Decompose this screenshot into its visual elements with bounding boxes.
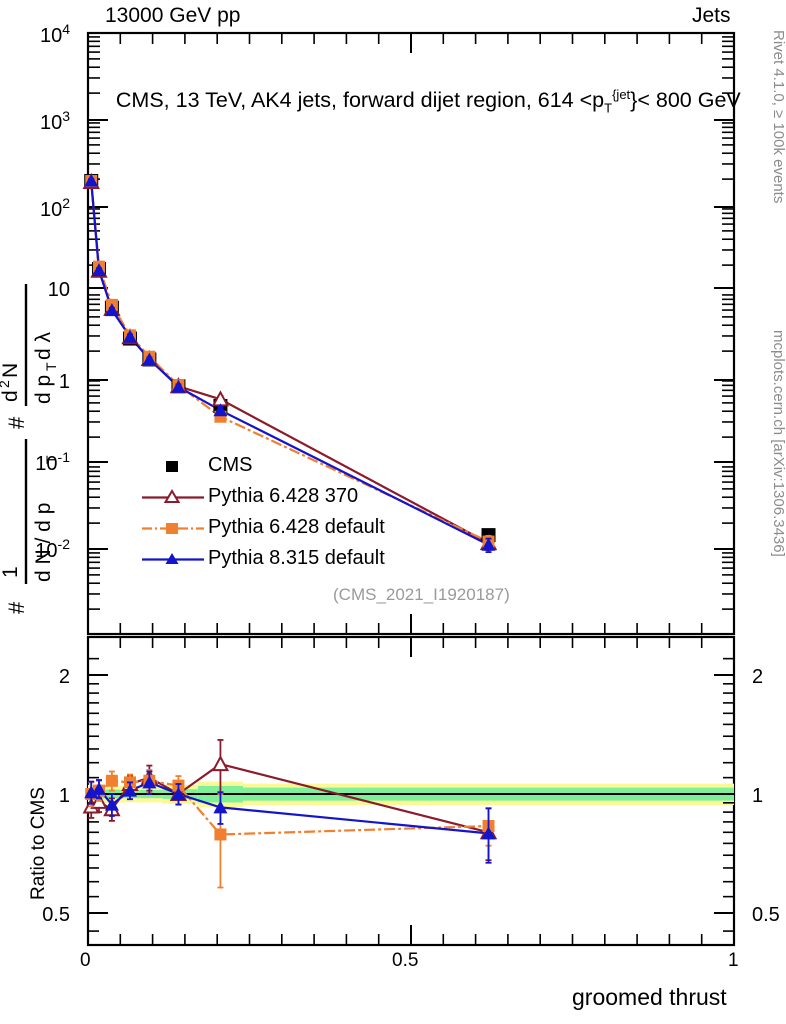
ratio-series-line-1 — [90, 779, 489, 836]
marker-triangle — [122, 329, 137, 343]
svg-text:T: T — [43, 362, 59, 371]
main-title-text: CMS, 13 TeV, AK4 jets, forward dijet reg… — [115, 88, 605, 113]
marker-square — [105, 774, 118, 787]
marker-triangle — [104, 303, 119, 317]
rivet-credit-text: Rivet 4.1.0, ≥ 100k events — [770, 30, 786, 203]
main-ytick-10e4: 104 — [40, 21, 70, 47]
svg-text:d λ: d λ — [32, 331, 55, 360]
marker-triangle — [84, 173, 99, 187]
legend-label-pythia8-default: Pythia 8.315 default — [208, 547, 385, 569]
legend-label-pythia6-default: Pythia 6.428 default — [208, 516, 385, 538]
marker-triangle — [481, 826, 496, 840]
svg-text:2: 2 — [0, 380, 12, 388]
header-beam-label: 13000 GeV pp — [105, 4, 241, 27]
marker-triangle — [122, 783, 137, 797]
legend-label-cms: CMS — [208, 454, 253, 476]
legend-swatch-pythia6-370 — [142, 488, 204, 503]
svg-text:d N / d p: d N / d p — [32, 503, 55, 582]
mcplots-credit-text: mcplots.cern.ch [arXiv:1306.3436] — [770, 330, 786, 557]
main-ytick-labels: 104 103 102 10 1 10-1 10-2 — [35, 21, 70, 562]
main-ytick-10e2: 102 — [40, 195, 70, 221]
ratio-xtick-0: 0 — [80, 950, 91, 971]
ratio-ytick-1-left: 1 — [59, 785, 70, 807]
legend-item-cms[interactable]: CMS — [140, 450, 440, 481]
main-title-sub: T — [604, 100, 613, 116]
legend-item-pythia6-default[interactable]: Pythia 6.428 default — [140, 512, 440, 543]
marker-triangle — [142, 352, 157, 366]
ratio-xticks-minor — [119, 637, 703, 945]
ratio-xtick-05: 0.5 — [392, 950, 419, 971]
ratio-ytick-2-left: 2 — [59, 666, 70, 688]
series-line-2 — [90, 180, 489, 543]
svg-text:#: # — [4, 601, 29, 614]
main-xticks-minor — [119, 33, 703, 634]
legend-item-pythia8-default[interactable]: Pythia 8.315 default — [140, 543, 440, 574]
legend: CMS Pythia 6.428 370 Pythia 6.428 defaul… — [140, 450, 440, 574]
main-ytick-1: 1 — [59, 371, 70, 393]
main-ytick-minor — [88, 36, 734, 610]
ratio-ytick-labels-right: 2 1 0.5 — [752, 666, 780, 926]
ratio-data-layer — [82, 739, 498, 889]
main-ytick-10em2: 10-2 — [35, 536, 70, 562]
main-ytick-10e3: 103 — [40, 108, 70, 134]
marker-square — [214, 828, 227, 841]
marker-triangle-open — [211, 755, 230, 772]
ratio-ylabel: Ratio to CMS — [28, 787, 49, 900]
main-plot-title: CMS, 13 TeV, AK4 jets, forward dijet reg… — [92, 62, 741, 140]
ratio-xticks — [87, 637, 735, 945]
svg-text:T: T — [43, 455, 59, 464]
legend-swatch-pythia8-default — [142, 552, 204, 564]
legend-swatch-pythia6-default — [142, 522, 204, 534]
rivet-credit-label: Rivet 4.1.0, ≥ 100k events — [770, 30, 786, 203]
marker-triangle — [84, 785, 99, 799]
main-xticks — [87, 33, 735, 634]
main-data-layer — [82, 172, 498, 554]
marker-triangle — [213, 800, 228, 814]
main-title-sup: {jet — [612, 87, 631, 102]
marker-triangle — [104, 797, 119, 811]
svg-text:d p: d p — [32, 375, 55, 404]
main-title-tail: }< 800 GeV — [630, 88, 741, 113]
main-ytick-10em1: 10-1 — [35, 449, 70, 475]
svg-text:d: d — [0, 390, 22, 402]
svg-text:#: # — [4, 416, 29, 429]
main-ytick-major — [88, 32, 734, 550]
mcplots-credit-label: mcplots.cern.ch [arXiv:1306.3436] — [770, 330, 786, 557]
ratio-ylabel-text: Ratio to CMS — [28, 787, 49, 900]
ratio-ytick-minor — [88, 657, 734, 932]
marker-triangle — [171, 379, 186, 393]
marker-triangle — [91, 263, 106, 277]
marker-triangle — [213, 403, 228, 417]
xaxis-label: groomed thrust — [572, 984, 727, 1010]
marker-triangle — [91, 781, 106, 795]
marker-triangle — [481, 537, 496, 551]
legend-swatch-cms — [166, 460, 178, 472]
main-ylabel: # 1 d N / d p T # d 2 N d p T d λ — [0, 284, 59, 614]
ratio-ytick-2-right: 2 — [752, 666, 763, 688]
main-ytick-10: 10 — [48, 279, 70, 301]
svg-text:1: 1 — [0, 566, 22, 578]
ratio-ytick-labels-left: 2 1 0.5 — [42, 666, 70, 926]
ratio-ytick-05-left: 0.5 — [42, 904, 70, 926]
ratio-ytick-05-right: 0.5 — [752, 904, 780, 926]
marker-triangle — [142, 775, 157, 789]
legend-item-pythia6-370[interactable]: Pythia 6.428 370 — [140, 481, 440, 512]
header-category-label: Jets — [692, 4, 731, 27]
legend-label-pythia6-370: Pythia 6.428 370 — [208, 485, 359, 507]
analysis-id-watermark: (CMS_2021_I1920187) — [333, 585, 510, 604]
svg-text:N: N — [0, 363, 22, 378]
ratio-ytick-1-right: 1 — [752, 785, 763, 807]
marker-triangle — [171, 787, 186, 800]
ratio-xtick-1: 1 — [728, 950, 739, 971]
